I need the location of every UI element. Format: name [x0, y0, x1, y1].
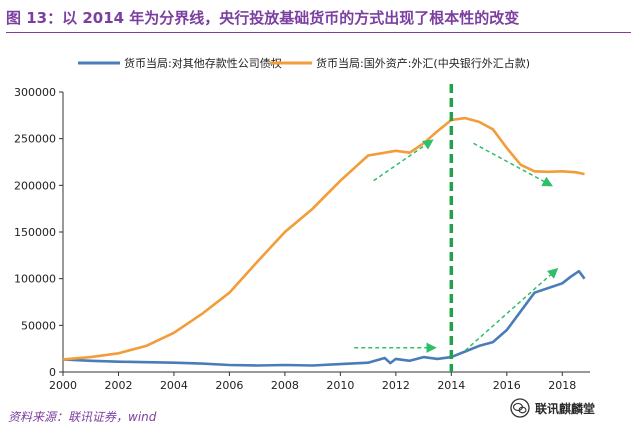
trend-arrow-0	[373, 139, 434, 182]
legend-label-claims: 货币当局:对其他存款性公司债权	[124, 56, 282, 70]
x-tick-label: 2016	[493, 379, 521, 392]
chart-title: 图 13：以 2014 年为分界线，央行投放基础货币的方式出现了根本性的改变	[6, 6, 631, 30]
wechat-icon	[510, 398, 530, 418]
title-underline	[6, 32, 631, 33]
y-tick-label: 50000	[21, 319, 56, 332]
y-tick-label: 200000	[14, 179, 56, 192]
plot-area	[62, 84, 586, 372]
axes: 0 50000 100000 150000 200000 250000 300000 2000…	[14, 86, 590, 392]
x-tick-label: 2010	[326, 379, 354, 392]
watermark-text: 联讯麒麟堂	[535, 401, 596, 416]
x-tick-label: 2014	[437, 379, 465, 392]
x-tick-label: 2004	[160, 379, 188, 392]
x-tick-label: 2002	[104, 379, 132, 392]
y-tick-label: 300000	[14, 86, 56, 99]
title-text: 以 2014 年为分界线，央行投放基础货币的方式出现了根本性的改变	[62, 9, 520, 27]
x-tick-label: 2012	[382, 379, 410, 392]
y-tick-label: 0	[49, 366, 56, 379]
x-tick-label: 2006	[215, 379, 243, 392]
watermark: 联讯麒麟堂	[510, 398, 595, 418]
series-line-0	[62, 269, 586, 367]
source-note: 资料来源：联讯证券，wind	[8, 410, 157, 424]
x-tick-label: 2000	[49, 379, 77, 392]
y-tick-label: 250000	[14, 133, 56, 146]
y-tick-label: 100000	[14, 273, 56, 286]
y-tick-label: 150000	[14, 226, 56, 239]
trend-arrow-1	[473, 142, 554, 187]
series-line-1	[62, 116, 585, 361]
legend-label-fx: 货币当局:国外资产:外汇(中央银行外汇占款)	[316, 56, 530, 70]
figure-label: 图 13：	[6, 9, 63, 27]
x-tick-label: 2018	[548, 379, 576, 392]
trend-arrow-3	[464, 267, 559, 352]
legend: 货币当局:对其他存款性公司债权 货币当局:国外资产:外汇(中央银行外汇占款)	[78, 56, 530, 70]
x-tick-label: 2008	[271, 379, 299, 392]
